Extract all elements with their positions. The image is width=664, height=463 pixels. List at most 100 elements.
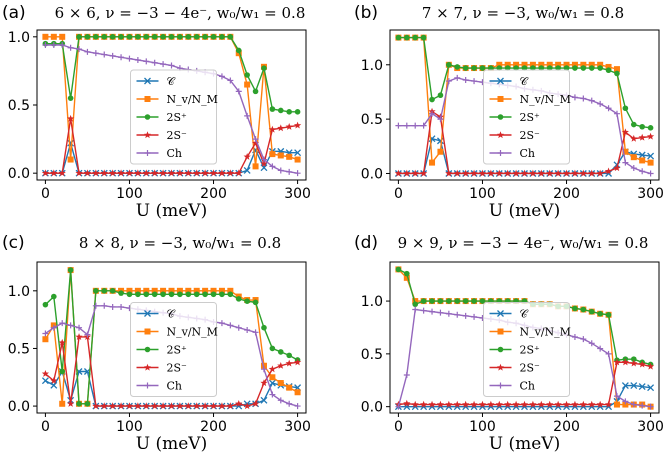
legend-label: N_v/N_M xyxy=(520,326,571,339)
data-point xyxy=(588,308,595,315)
data-point xyxy=(42,42,49,48)
data-point xyxy=(160,61,167,68)
data-point xyxy=(462,65,469,71)
data-point xyxy=(538,65,545,71)
data-point xyxy=(471,78,478,85)
data-point xyxy=(50,324,57,331)
data-point xyxy=(403,371,410,378)
data-point xyxy=(630,121,637,128)
legend-marker xyxy=(144,310,151,317)
data-point xyxy=(151,287,158,294)
data-point xyxy=(420,169,428,177)
data-point xyxy=(293,121,302,129)
legend-entry: N_v/N_M xyxy=(136,93,218,106)
data-point xyxy=(411,400,419,408)
data-point xyxy=(168,287,175,294)
data-point xyxy=(143,34,150,40)
data-point xyxy=(429,298,435,304)
data-point xyxy=(193,402,201,410)
data-point xyxy=(504,169,512,177)
data-point xyxy=(159,402,167,410)
data-point xyxy=(218,73,225,80)
legend-marker xyxy=(144,346,151,353)
data-point xyxy=(513,65,519,71)
data-point xyxy=(42,336,49,343)
legend: 𝒞 N_v/N_M 2S⁺ 2S⁻ Ch xyxy=(130,302,218,397)
data-point xyxy=(42,33,49,40)
data-point xyxy=(210,291,217,298)
data-point xyxy=(562,400,571,408)
data-point xyxy=(118,290,124,296)
data-point xyxy=(261,65,267,71)
data-point xyxy=(269,391,276,398)
data-point xyxy=(252,163,259,170)
x-tick-label: 200 xyxy=(553,186,580,202)
data-point xyxy=(227,291,234,298)
data-point xyxy=(126,287,133,294)
data-point xyxy=(277,167,284,174)
data-point xyxy=(420,400,428,408)
data-point xyxy=(471,65,477,71)
y-tick-label: 1.0 xyxy=(361,294,383,310)
panel-label: (c) xyxy=(2,233,25,253)
data-point xyxy=(646,132,655,140)
legend-label: Ch xyxy=(520,380,536,393)
legend-entry: 2S⁺ xyxy=(489,344,540,357)
data-point xyxy=(395,34,402,41)
x-axis-label: U (meV) xyxy=(489,201,560,221)
data-point xyxy=(134,57,141,63)
data-point xyxy=(277,124,285,132)
data-point xyxy=(126,34,133,40)
data-point xyxy=(294,156,301,163)
data-point xyxy=(596,169,604,177)
data-point xyxy=(151,169,159,177)
data-point xyxy=(185,34,192,40)
legend-label: 𝒞 xyxy=(520,75,529,88)
data-point xyxy=(260,164,268,172)
data-point xyxy=(176,402,184,410)
legend-label: Ch xyxy=(520,147,536,160)
data-point xyxy=(277,152,284,159)
legend-label: 2S⁺ xyxy=(167,344,188,357)
data-point xyxy=(580,306,587,313)
data-point xyxy=(613,393,620,400)
data-point xyxy=(436,400,445,408)
data-point xyxy=(647,125,654,131)
legend-label: 2S⁺ xyxy=(520,111,541,124)
data-point xyxy=(42,301,49,308)
data-point xyxy=(613,401,620,408)
data-point xyxy=(646,362,655,370)
data-point xyxy=(496,61,503,68)
panel-4: (d) 9 × 9, ν = −3 − 4e⁻, w₀/w₁ = 0.8 0 100 2… xyxy=(354,233,664,454)
data-point xyxy=(454,311,461,318)
data-point xyxy=(244,72,250,78)
data-point xyxy=(286,109,292,115)
data-point xyxy=(142,402,150,410)
data-point xyxy=(580,61,587,68)
data-point xyxy=(125,402,134,410)
data-point xyxy=(160,291,166,298)
data-point xyxy=(210,287,217,294)
data-point xyxy=(294,149,302,157)
data-point xyxy=(638,360,646,368)
panel-1: (a) 6 × 6, ν = −3 − 4e⁻, w₀/w₁ = 0.8 0 100 2… xyxy=(2,3,311,221)
data-point xyxy=(243,166,251,174)
data-point xyxy=(613,164,621,172)
data-point xyxy=(446,298,452,304)
data-point xyxy=(471,313,478,320)
data-point xyxy=(159,169,167,177)
data-point xyxy=(462,169,470,177)
data-point xyxy=(251,139,260,147)
data-point xyxy=(572,65,578,71)
legend-entry: 2S⁻ xyxy=(489,362,540,375)
data-point xyxy=(621,358,629,366)
data-point xyxy=(613,110,620,117)
data-point xyxy=(83,169,92,177)
y-tick-label: 0.5 xyxy=(361,347,383,363)
data-point xyxy=(412,306,419,313)
data-point xyxy=(75,169,83,177)
x-tick-label: 200 xyxy=(200,186,227,202)
data-point xyxy=(252,136,259,143)
data-point xyxy=(50,169,58,177)
data-point xyxy=(588,61,595,68)
